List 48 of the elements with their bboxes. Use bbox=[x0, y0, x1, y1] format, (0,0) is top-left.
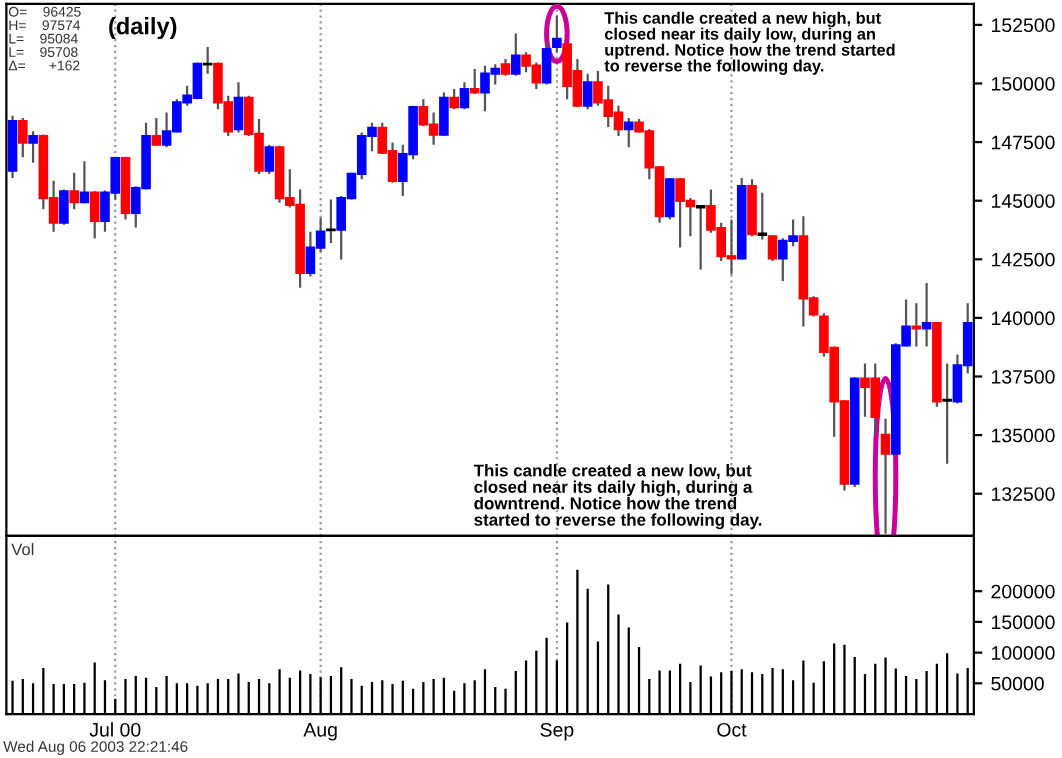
y-tick-label: 100000 bbox=[992, 646, 1055, 660]
y-tick-label: 135000 bbox=[992, 428, 1055, 443]
candlestick bbox=[59, 188, 69, 226]
y-tick-label: 137500 bbox=[992, 369, 1055, 384]
candlestick bbox=[89, 190, 100, 240]
candlestick bbox=[264, 143, 275, 176]
y-tick-label: 150000 bbox=[992, 615, 1055, 630]
candlestick bbox=[449, 88, 459, 111]
candlestick bbox=[79, 160, 90, 205]
y-tick-label: 200000 bbox=[991, 584, 1055, 599]
candlestick bbox=[921, 281, 932, 348]
x-tick-label: Aug bbox=[303, 723, 337, 741]
candlestick bbox=[439, 91, 449, 138]
candlestick bbox=[69, 171, 79, 211]
x-tick-label: Jul 00 bbox=[89, 722, 141, 737]
x-tick-label: Sep bbox=[540, 722, 574, 741]
annotation: This candle created a new low, but closed near its daily high, during a downtrend. Notice how the trend started to reverse the following day. bbox=[473, 464, 762, 530]
candlestick bbox=[665, 176, 675, 221]
candlestick bbox=[233, 81, 244, 134]
candlestick bbox=[911, 302, 922, 348]
candlestick bbox=[695, 203, 706, 271]
candlestick bbox=[151, 116, 162, 147]
candlestick bbox=[459, 81, 470, 111]
candlestick bbox=[942, 362, 952, 465]
candlestick bbox=[18, 116, 28, 159]
candlestick bbox=[757, 191, 768, 241]
candlestick bbox=[541, 41, 552, 86]
candlestick bbox=[582, 72, 593, 111]
candlestick bbox=[326, 198, 336, 244]
y-tick-label: 152500 bbox=[992, 18, 1055, 33]
y-tick-label: 132500 bbox=[992, 487, 1055, 501]
candlestick bbox=[469, 67, 480, 95]
x-tick-label: Oct bbox=[717, 722, 747, 737]
candlestick bbox=[880, 417, 891, 535]
candlestick bbox=[767, 233, 778, 263]
candlestick bbox=[552, 14, 562, 54]
y-tick-label: 145000 bbox=[992, 194, 1055, 208]
annotation: This candle created a new high, but closed near its daily low, during an uptrend. Notice how the trend started to reverse the following day. bbox=[604, 11, 895, 75]
y-tick-label: 142500 bbox=[992, 252, 1055, 267]
y-tick-label: 147500 bbox=[992, 135, 1055, 150]
candlestick bbox=[623, 116, 634, 149]
text: (daily) bbox=[109, 17, 177, 40]
chart-title: Vol bbox=[11, 543, 34, 556]
y-tick-label: 50000 bbox=[991, 676, 1044, 691]
candlestick bbox=[28, 130, 38, 164]
candlestick bbox=[510, 32, 521, 77]
y-tick-label: 150000 bbox=[992, 76, 1055, 91]
y-tick-label: 140000 bbox=[992, 311, 1055, 326]
